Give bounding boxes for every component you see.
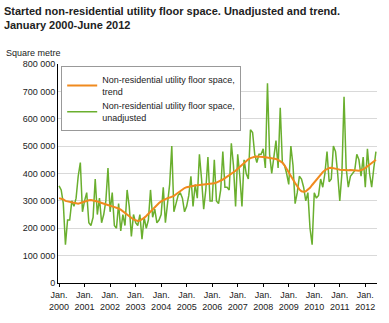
svg-text:0: 0: [50, 278, 55, 288]
svg-text:800 000: 800 000: [23, 59, 56, 69]
svg-text:Jan.2010: Jan.2010: [304, 290, 324, 312]
svg-text:Jan.2003: Jan.2003: [126, 290, 146, 312]
svg-text:Square metre: Square metre: [6, 48, 61, 58]
svg-text:Jan.2002: Jan.2002: [100, 290, 120, 312]
svg-text:Jan.2009: Jan.2009: [279, 290, 299, 312]
svg-text:Non-residential utility floor: Non-residential utility floor space,tren…: [102, 75, 235, 97]
svg-text:Jan.2011: Jan.2011: [330, 290, 349, 312]
svg-text:400 000: 400 000: [23, 169, 56, 179]
svg-text:Jan.2006: Jan.2006: [202, 290, 222, 312]
svg-text:200 000: 200 000: [23, 223, 56, 233]
svg-text:100 000: 100 000: [23, 251, 56, 261]
svg-text:Started non-residential utilit: Started non-residential utility floor sp…: [4, 5, 340, 31]
svg-text:500 000: 500 000: [23, 141, 56, 151]
svg-text:300 000: 300 000: [23, 196, 56, 206]
svg-text:Jan.2005: Jan.2005: [177, 290, 197, 312]
svg-text:Jan.2012: Jan.2012: [355, 290, 375, 312]
svg-text:Jan.2000: Jan.2000: [49, 290, 69, 312]
svg-text:Jan.2008: Jan.2008: [253, 290, 273, 312]
svg-text:700 000: 700 000: [23, 87, 56, 97]
svg-text:Jan.2001: Jan.2001: [75, 290, 95, 312]
svg-text:Non-residential utility floor: Non-residential utility floor space,unad…: [102, 101, 235, 123]
svg-text:Jan.2004: Jan.2004: [151, 290, 171, 312]
svg-text:600 000: 600 000: [23, 114, 56, 124]
svg-text:Jan.2007: Jan.2007: [228, 290, 248, 312]
